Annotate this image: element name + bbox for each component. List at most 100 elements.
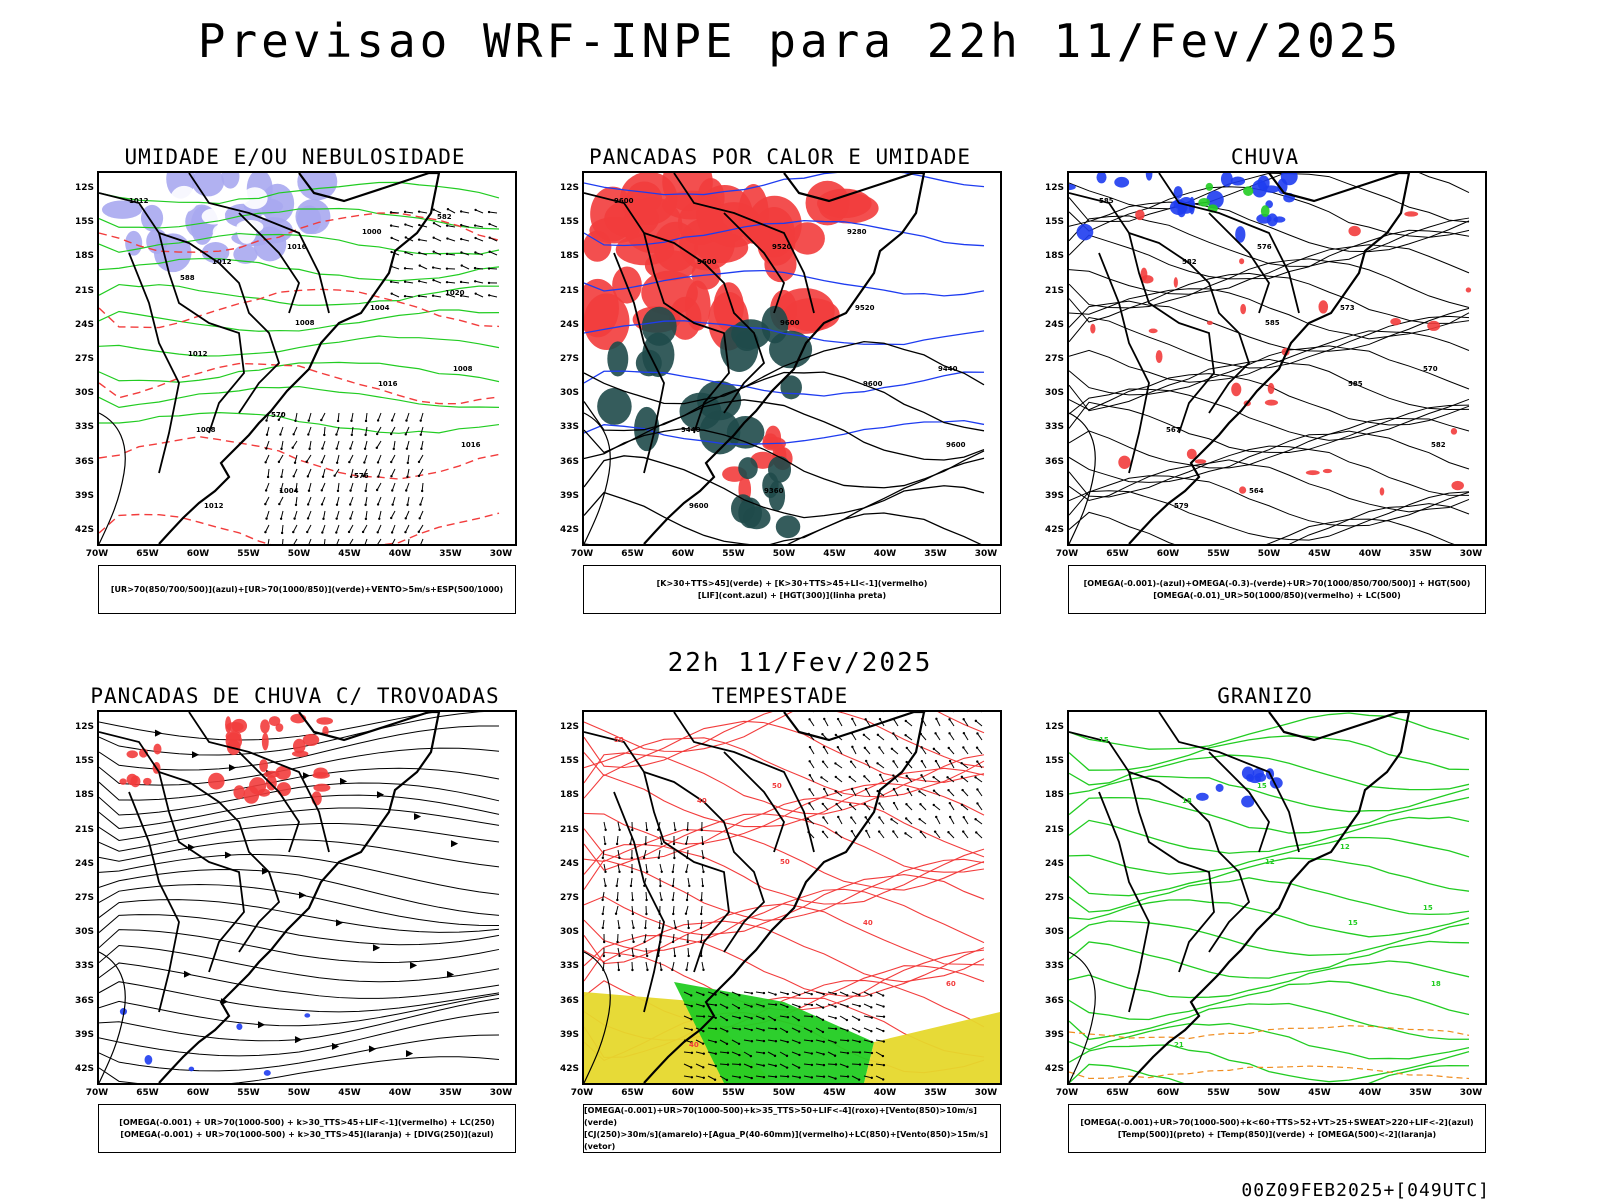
lon-tick-label: 40W xyxy=(1350,549,1390,559)
panel-title: CHUVA xyxy=(1050,145,1480,169)
contour-label: 567 xyxy=(1166,426,1181,434)
contour-label: 9520 xyxy=(855,304,875,312)
contour-label: 40 xyxy=(697,797,707,805)
lat-tick-label: 15S xyxy=(545,756,579,766)
lon-tick-label: 35W xyxy=(916,1088,956,1098)
lat-tick-label: 27S xyxy=(545,893,579,903)
panel-pancadas-calor: PANCADAS POR CALOR E UMIDADE 9600 9600 960… xyxy=(525,145,995,645)
state-border-3 xyxy=(1209,752,1269,852)
lat-tick-label: 42S xyxy=(1030,1064,1064,1074)
lon-tick-label: 70W xyxy=(562,1088,602,1098)
lon-tick-label: 55W xyxy=(714,1088,754,1098)
contour-label: 1016 xyxy=(378,380,398,388)
legend-granizo: [OMEGA(-0.001)+UR>70(1000-500)+k<60+TTS>… xyxy=(1068,1104,1486,1153)
lat-tick-label: 39S xyxy=(60,1030,94,1040)
contour-label: 18 xyxy=(1431,980,1441,988)
contour-label: 15 xyxy=(1423,904,1433,912)
lon-tick-label: 45W xyxy=(815,549,855,559)
contour-label: 50 xyxy=(780,858,790,866)
lat-tick-label: 36S xyxy=(545,457,579,467)
contour-label: 585 xyxy=(1265,319,1280,327)
legend-tempestade: [OMEGA(-0.001)+UR>70(1000-500)+k>35_TTS>… xyxy=(583,1104,1001,1153)
lon-tick-label: 60W xyxy=(178,1088,218,1098)
andes-contour xyxy=(99,413,125,544)
map-trovoadas xyxy=(97,710,517,1085)
lat-tick-label: 21S xyxy=(545,286,579,296)
contour-label: 9600 xyxy=(780,319,800,327)
lat-tick-label: 33S xyxy=(545,422,579,432)
contour-label: 1012 xyxy=(212,258,232,266)
lat-tick-label: 21S xyxy=(60,286,94,296)
legend-line-1: [OMEGA(-0.001)-(azul)+OMEGA(-0.3)-(verde… xyxy=(1084,578,1471,590)
legend-line-1: [OMEGA(-0.001) + UR>70(1000-500) + k>30_… xyxy=(119,1117,494,1129)
lon-tick-label: 55W xyxy=(1199,549,1239,559)
lon-tick-label: 45W xyxy=(1300,1088,1340,1098)
contour-label: 1012 xyxy=(204,502,224,510)
lat-tick-label: 12S xyxy=(545,183,579,193)
lon-tick-label: 70W xyxy=(1047,549,1087,559)
lat-tick-label: 15S xyxy=(1030,756,1064,766)
map-canvas: 1012101210081016101610121016100410081008… xyxy=(99,173,515,544)
lat-tick-label: 30S xyxy=(1030,927,1064,937)
lat-tick-label: 30S xyxy=(60,388,94,398)
lat-tick-label: 12S xyxy=(545,722,579,732)
lon-tick-label: 30W xyxy=(481,1088,521,1098)
legend-line-1: [UR>70(850/700/500)](azul)+[UR>70(1000/8… xyxy=(111,584,503,596)
contour-label: 9360 xyxy=(764,487,784,495)
state-border-1 xyxy=(1129,233,1214,433)
contour-label: 582 xyxy=(1431,441,1446,449)
lon-tick-label: 30W xyxy=(481,549,521,559)
lon-tick-label: 45W xyxy=(330,549,370,559)
legend-line-2: [LIF](cont.azul) + [HGT(300)](linha pret… xyxy=(698,590,886,602)
contour-label: 9600 xyxy=(697,258,717,266)
contour-label: 9520 xyxy=(772,243,792,251)
panel-title: PANCADAS DE CHUVA C/ TROVOADAS xyxy=(80,684,510,708)
lon-tick-label: 35W xyxy=(916,549,956,559)
lat-tick-label: 33S xyxy=(60,422,94,432)
lat-tick-label: 30S xyxy=(60,927,94,937)
legend-line-1: [OMEGA(-0.001)+UR>70(1000-500)+k>35_TTS>… xyxy=(584,1105,1000,1129)
lon-tick-label: 30W xyxy=(966,1088,1006,1098)
lat-tick-label: 24S xyxy=(60,320,94,330)
lat-tick-label: 36S xyxy=(1030,457,1064,467)
panel-title: PANCADAS POR CALOR E UMIDADE xyxy=(565,145,995,169)
contour-label: 1004 xyxy=(370,304,390,312)
contour-label: 15 xyxy=(1099,736,1109,744)
legend-line-2: [Temp(500)](preto) + [Temp(850)](verde) … xyxy=(1118,1129,1436,1141)
contour-label: 576 xyxy=(354,472,369,480)
lon-tick-label: 60W xyxy=(1148,549,1188,559)
contour-label: 582 xyxy=(437,213,452,221)
lat-tick-label: 39S xyxy=(545,1030,579,1040)
vectors-northeast xyxy=(807,712,982,838)
lon-tick-label: 65W xyxy=(613,1088,653,1098)
contour-label: 9440 xyxy=(938,365,958,373)
lat-tick-label: 39S xyxy=(60,491,94,501)
lon-tick-label: 45W xyxy=(815,1088,855,1098)
legend-chuva: [OMEGA(-0.001)-(azul)+OMEGA(-0.3)-(verde… xyxy=(1068,565,1486,614)
lat-tick-label: 27S xyxy=(60,893,94,903)
contour-label: 40 xyxy=(863,919,873,927)
lon-tick-label: 50W xyxy=(279,1088,319,1098)
lat-tick-label: 24S xyxy=(60,859,94,869)
yellow-jet-east xyxy=(864,1012,1000,1083)
lon-tick-label: 55W xyxy=(1199,1088,1239,1098)
lat-tick-label: 24S xyxy=(545,859,579,869)
lon-tick-label: 40W xyxy=(380,549,420,559)
contour-label: 585 xyxy=(1099,197,1114,205)
lon-tick-label: 35W xyxy=(1401,1088,1441,1098)
lon-tick-label: 65W xyxy=(128,549,168,559)
contour-label: 50 xyxy=(614,736,624,744)
contour-label: 21 xyxy=(1174,1041,1184,1049)
lon-tick-label: 65W xyxy=(128,1088,168,1098)
andes-contour xyxy=(584,413,610,544)
contour-label: 9600 xyxy=(946,441,966,449)
lon-tick-label: 35W xyxy=(431,549,471,559)
lon-tick-label: 30W xyxy=(966,549,1006,559)
panel-title: TEMPESTADE xyxy=(565,684,995,708)
